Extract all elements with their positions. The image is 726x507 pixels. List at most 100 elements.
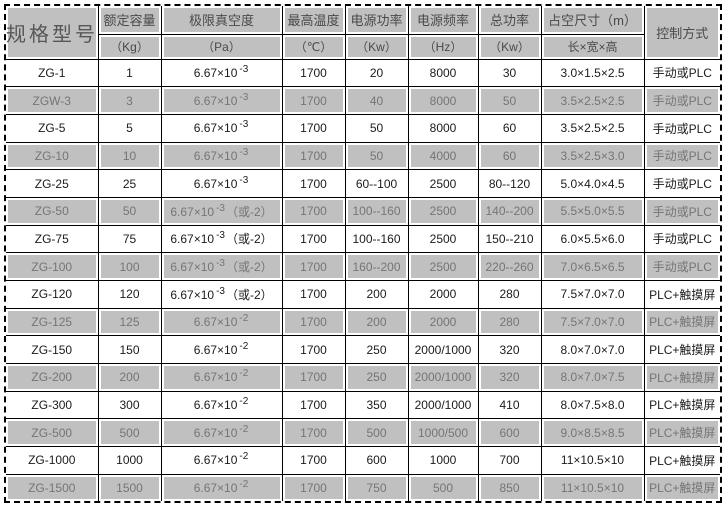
vacuum-base: 6.67×10: [170, 287, 215, 302]
cell-vacuum: 6.67×10 -2: [160, 335, 283, 364]
cell-max-temp: 1700: [281, 418, 346, 447]
vacuum-base: 6.67×10: [193, 148, 238, 163]
cell-capacity: 75: [97, 224, 162, 254]
cell-frequency: 1000: [407, 445, 479, 475]
vacuum-base: 6.67×10: [193, 480, 238, 495]
vacuum-note: （或-2）: [225, 204, 273, 219]
header-total-power-title: 总功率: [477, 5, 542, 35]
vacuum-base: 6.67×10: [193, 370, 238, 385]
cell-vacuum: 6.67×10 -2: [160, 445, 283, 475]
cell-dimensions: 5.5×5.0×5.5: [540, 196, 645, 226]
cell-max-temp: 1700: [281, 58, 346, 88]
cell-total-power: 700: [477, 445, 542, 475]
vacuum-note: （或-2）: [225, 260, 273, 275]
cell-frequency: 1000/500: [407, 418, 479, 447]
cell-model: ZG-100: [5, 252, 99, 281]
table-row: ZG-50 50 6.67×10 -3（或-2） 1700 100--160 2500 140…: [5, 196, 721, 226]
cell-total-power: 30: [477, 58, 542, 88]
cell-total-power: 60: [477, 113, 542, 143]
cell-power: 200: [344, 307, 409, 337]
cell-model: ZG-50: [5, 196, 99, 226]
cell-dimensions: 3.5×2.5×2.5: [540, 86, 645, 115]
cell-control-mode: 手动或PLC: [643, 169, 721, 198]
cell-total-power: 280: [477, 279, 542, 309]
table-row: ZG-100 100 6.67×10 -3（或-2） 1700 160--200 2500 2…: [5, 252, 721, 281]
cell-max-temp: 1700: [281, 335, 346, 364]
cell-capacity: 500: [97, 418, 162, 447]
header-vacuum-title: 极限真空度: [160, 5, 283, 35]
cell-total-power: 80--120: [477, 169, 542, 198]
cell-max-temp: 1700: [281, 252, 346, 281]
vacuum-base: 6.67×10: [193, 176, 238, 191]
cell-vacuum: 6.67×10 -2: [160, 473, 283, 502]
table-row: ZG-25 25 6.67×10 -3 1700 60--100 2500 80--120 5.…: [5, 169, 721, 198]
cell-vacuum: 6.67×10 -3: [160, 141, 283, 171]
vacuum-base: 6.67×10: [193, 93, 238, 108]
header-power-title: 电源功率: [344, 5, 409, 35]
cell-frequency: 4000: [407, 141, 479, 171]
vacuum-exponent: -3: [216, 230, 225, 242]
cell-power: 250: [344, 362, 409, 392]
cell-vacuum: 6.67×10 -3（或-2）: [160, 224, 283, 254]
cell-dimensions: 3.5×2.5×2.5: [540, 113, 645, 143]
header-size-unit: 长×宽×高: [540, 33, 645, 60]
cell-power: 100--160: [344, 224, 409, 254]
cell-control-mode: PLC+触摸屏: [643, 473, 721, 502]
cell-control-mode: 手动或PLC: [643, 252, 721, 281]
cell-dimensions: 7.5×7.0×7.0: [540, 279, 645, 309]
cell-max-temp: 1700: [281, 279, 346, 309]
cell-capacity: 120: [97, 279, 162, 309]
vacuum-note: （或-2）: [225, 287, 273, 302]
cell-control-mode: 手动或PLC: [643, 141, 721, 171]
cell-max-temp: 1700: [281, 445, 346, 475]
cell-control-mode: 手动或PLC: [643, 113, 721, 143]
header-capacity-title: 额定容量: [97, 5, 162, 35]
cell-power: 250: [344, 335, 409, 364]
cell-vacuum: 6.67×10 -3: [160, 86, 283, 115]
cell-dimensions: 7.0×6.5×6.5: [540, 252, 645, 281]
cell-vacuum: 6.67×10 -3: [160, 169, 283, 198]
cell-control-mode: PLC+触摸屏: [643, 279, 721, 309]
cell-power: 600: [344, 445, 409, 475]
cell-vacuum: 6.67×10 -3: [160, 113, 283, 143]
cell-frequency: 2500: [407, 224, 479, 254]
table-row: ZG-75 75 6.67×10 -3（或-2） 1700 100--160 2500 150…: [5, 224, 721, 254]
cell-model: ZG-1000: [5, 445, 99, 475]
cell-control-mode: 手动或PLC: [643, 86, 721, 115]
cell-vacuum: 6.67×10 -3（或-2）: [160, 252, 283, 281]
cell-total-power: 320: [477, 362, 542, 392]
cell-dimensions: 7.5×7.0×7.0: [540, 307, 645, 337]
cell-model: ZG-75: [5, 224, 99, 254]
vacuum-exponent: -3: [216, 285, 225, 297]
cell-capacity: 1500: [97, 473, 162, 502]
cell-max-temp: 1700: [281, 390, 346, 420]
cell-dimensions: 3.0×1.5×2.5: [540, 58, 645, 88]
cell-model: ZGW-3: [5, 86, 99, 115]
cell-power: 100--160: [344, 196, 409, 226]
vacuum-base: 6.67×10: [170, 260, 215, 275]
header-vacuum-unit: （Pa）: [160, 33, 283, 60]
cell-total-power: 50: [477, 86, 542, 115]
cell-dimensions: 11×10.5×10: [540, 473, 645, 502]
cell-max-temp: 1700: [281, 196, 346, 226]
vacuum-exponent: -3: [216, 202, 225, 214]
vacuum-base: 6.67×10: [193, 397, 238, 412]
cell-vacuum: 6.67×10 -2: [160, 418, 283, 447]
cell-capacity: 150: [97, 335, 162, 364]
cell-frequency: 8000: [407, 113, 479, 143]
cell-max-temp: 1700: [281, 86, 346, 115]
cell-frequency: 2500: [407, 169, 479, 198]
cell-power: 200: [344, 279, 409, 309]
cell-power: 350: [344, 390, 409, 420]
cell-control-mode: 手动或PLC: [643, 196, 721, 226]
vacuum-exponent: -3: [216, 258, 225, 270]
cell-vacuum: 6.67×10 -2: [160, 390, 283, 420]
cell-model: ZG-1: [5, 58, 99, 88]
cell-frequency: 2000/1000: [407, 362, 479, 392]
cell-model: ZG-5: [5, 113, 99, 143]
vacuum-exponent: -2: [239, 478, 249, 490]
vacuum-base: 6.67×10: [193, 314, 238, 329]
cell-vacuum: 6.67×10 -3: [160, 58, 283, 88]
table-row: ZG-300 300 6.67×10 -2 1700 350 2000/1000 410 8.0…: [5, 390, 721, 420]
vacuum-exponent: -2: [239, 423, 249, 435]
